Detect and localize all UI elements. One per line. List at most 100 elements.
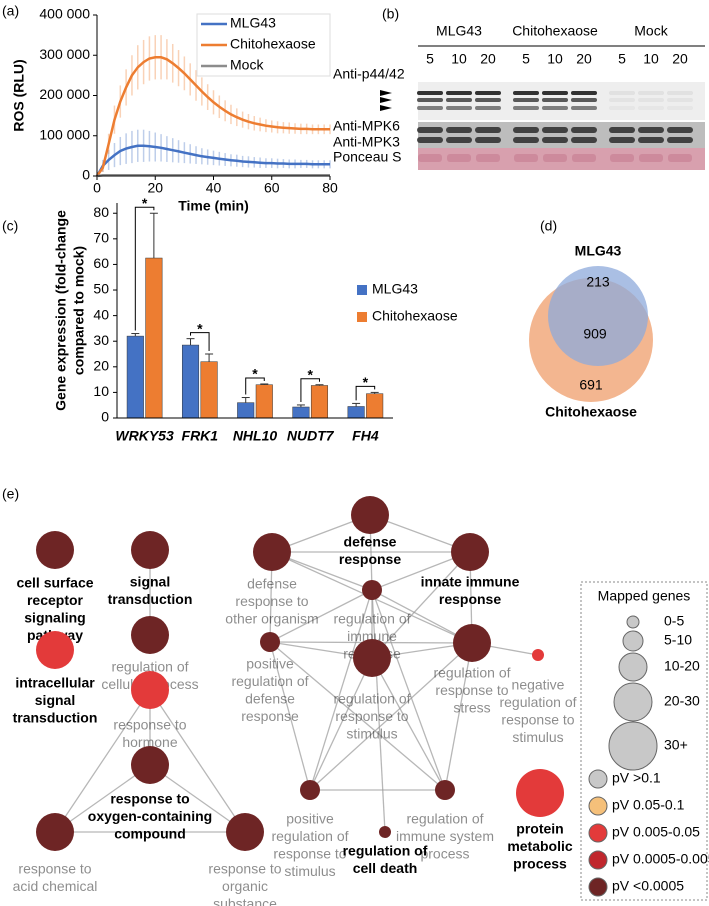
y-tick-label: 0 <box>101 409 109 425</box>
network-node <box>351 496 389 534</box>
ponceau-band <box>572 154 596 162</box>
venn-count: 213 <box>586 274 610 290</box>
lane-label: 5 <box>618 51 626 67</box>
node-label: response to <box>435 682 508 698</box>
group-label: MLG43 <box>436 23 482 39</box>
legend-swatch <box>357 312 367 322</box>
legend-pv-label: pV 0.05-0.1 <box>612 797 685 813</box>
blot-band <box>513 137 539 143</box>
node-label: defense <box>344 534 397 550</box>
blot-band <box>475 106 501 110</box>
network-node <box>435 780 455 800</box>
panel-label: (b) <box>382 6 399 22</box>
blot-band <box>542 106 568 110</box>
x-tick-label: 0 <box>93 180 101 196</box>
blot-band <box>513 91 539 95</box>
node-label: stress <box>453 700 490 716</box>
y-tick-label: 300 000 <box>39 46 90 62</box>
network-edge <box>269 641 311 791</box>
blot-band <box>475 98 501 102</box>
node-label: process <box>420 846 469 862</box>
y-axis-title: ROS (RLU) <box>11 59 27 131</box>
bar <box>292 406 310 419</box>
legend-title: Mapped genes <box>598 588 691 604</box>
node-label: acid chemical <box>13 878 98 894</box>
legend-size <box>622 630 644 652</box>
network-edge <box>149 764 246 833</box>
blot-arrow <box>380 97 392 103</box>
network-node <box>226 813 264 851</box>
legend-size-label: 30+ <box>664 737 688 753</box>
network-edge <box>371 551 471 659</box>
y-tick-label: 60 <box>93 255 109 271</box>
blot-band <box>417 127 443 133</box>
lane-label: 5 <box>522 51 530 67</box>
node-label: regulation of <box>333 611 410 627</box>
significance-bracket <box>134 206 155 331</box>
lane-label: 20 <box>480 51 496 67</box>
node-label: immune system <box>396 828 494 844</box>
network-edge <box>149 689 246 833</box>
blot-band <box>609 137 635 143</box>
network-edge <box>269 641 446 791</box>
panel-label: (c) <box>2 218 18 234</box>
legend-pv-label: pV >0.1 <box>612 770 661 786</box>
lane-label: 5 <box>426 51 434 67</box>
x-tick-label: WRKY53 <box>115 428 174 444</box>
blot-band <box>446 137 472 143</box>
y-tick-label: 70 <box>93 230 109 246</box>
network-node <box>453 624 491 662</box>
y-tick-label: 30 <box>93 332 109 348</box>
blot-band <box>638 91 664 95</box>
ponceau-band <box>418 154 442 162</box>
blot-band <box>609 91 635 95</box>
node-label: signal <box>130 574 170 590</box>
node-label: regulation of <box>343 843 428 859</box>
node-label: defense <box>247 576 297 592</box>
blot-band <box>638 98 664 102</box>
node-label: response to <box>208 861 281 877</box>
legend-size <box>613 682 653 722</box>
blot-band <box>638 106 664 110</box>
y-tick-label: 80 <box>93 204 109 220</box>
x-tick-label: FH4 <box>352 428 379 444</box>
network-edge <box>54 764 151 833</box>
blot-band <box>417 106 443 110</box>
bar <box>237 402 255 419</box>
blot-band <box>513 106 539 110</box>
legend-pv <box>588 796 608 816</box>
node-label: regulation of <box>406 811 483 827</box>
bar <box>200 361 218 419</box>
x-tick-label: 20 <box>147 180 163 196</box>
node-label: positive <box>246 656 294 672</box>
x-tick-label: 40 <box>206 180 222 196</box>
blot-band <box>571 127 597 133</box>
row-label: Anti-MPK3 <box>333 134 400 150</box>
bar <box>347 406 365 419</box>
legend-size <box>626 615 640 629</box>
significance-label: * <box>307 366 313 382</box>
node-label: response to <box>18 861 91 877</box>
lane-label: 20 <box>576 51 592 67</box>
blot-band <box>446 91 472 95</box>
blot-arrow <box>380 105 392 111</box>
network-node <box>36 531 74 569</box>
lane-label: 10 <box>643 51 659 67</box>
network-edge <box>309 657 373 791</box>
blot-band <box>446 106 472 110</box>
significance-bracket <box>245 377 265 395</box>
node-label: protein <box>516 821 563 837</box>
node-label: response <box>439 591 501 607</box>
node-label: stimulus <box>346 726 397 742</box>
node-label: response to <box>113 717 186 733</box>
node-label: regulation of <box>271 828 348 844</box>
network-edge <box>371 589 446 791</box>
node-label: response <box>241 708 299 724</box>
y-tick-label: 100 000 <box>39 126 90 142</box>
network-node <box>131 746 169 784</box>
blot-band <box>571 98 597 102</box>
legend-pv-label: pV 0.005-0.05 <box>612 824 700 840</box>
blot-band <box>446 98 472 102</box>
network-node <box>353 639 391 677</box>
node-label: regulation of <box>111 659 188 675</box>
